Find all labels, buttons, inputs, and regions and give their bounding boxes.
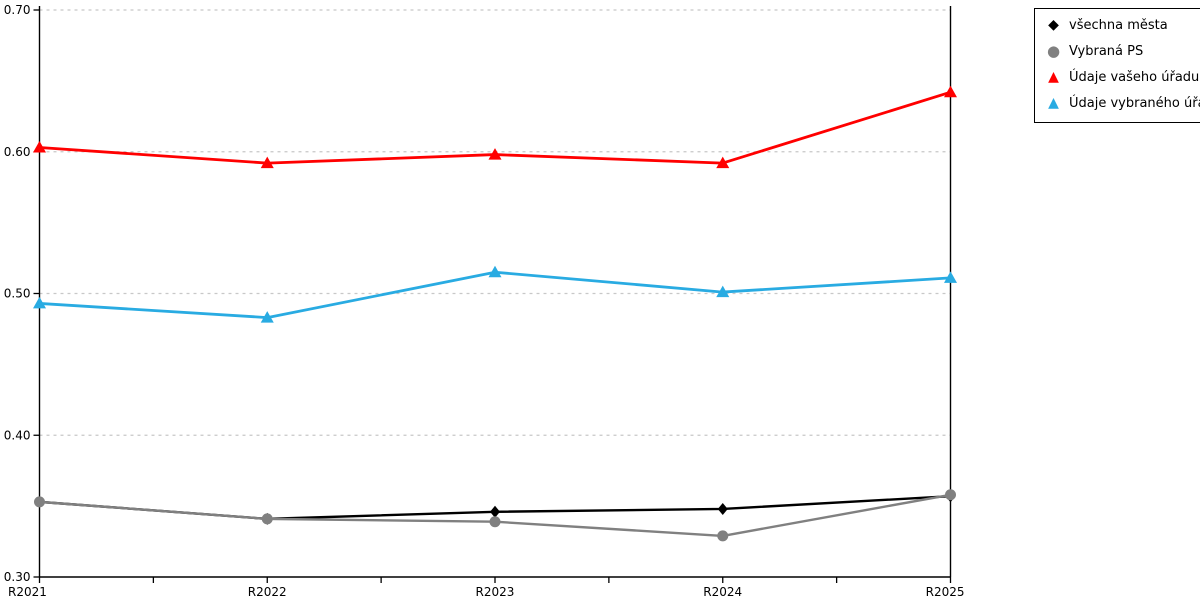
x-axis-tick-label: R2022: [248, 585, 287, 599]
y-axis-tick-label: 0.70: [4, 3, 31, 17]
x-axis-tick-label: R2024: [703, 585, 742, 599]
y-axis-tick-label: 0.50: [4, 287, 31, 301]
legend-item-label: Vybraná PS: [1069, 44, 1144, 59]
data-point-marker: [716, 156, 730, 169]
data-point-marker: [34, 496, 45, 508]
legend-item: ▲ Údaje vašeho úřadu: [1045, 69, 1200, 86]
data-point-marker: [261, 513, 273, 525]
circle-icon: ●: [1046, 42, 1061, 60]
y-axis-tick-label: 0.40: [4, 428, 31, 442]
series-line-3: [39, 270, 951, 319]
y-axis-tick-label: 0.30: [4, 570, 31, 584]
data-point-marker: [717, 530, 729, 542]
triangle-icon: ▲: [1048, 69, 1059, 85]
data-point-marker: [716, 285, 730, 298]
data-point-marker: [33, 140, 46, 153]
data-point-marker: [260, 311, 274, 323]
legend-item: ▲ Údaje vybraného úřadu: [1045, 95, 1200, 112]
legend-item-label: Údaje vybraného úřadu: [1069, 96, 1200, 111]
x-axis-tick-label: R2021: [8, 585, 47, 599]
legend-item-label: všechna města: [1069, 18, 1168, 33]
data-point-marker: [33, 296, 46, 309]
legend-item-label: Údaje vašeho úřadu: [1069, 70, 1200, 85]
data-point-marker: [489, 516, 501, 528]
data-point-marker: [717, 502, 728, 515]
data-point-marker: [488, 265, 502, 278]
chart-legend: ◆ všechna města ● Vybraná PS ▲ Údaje vašeho ú…: [1034, 8, 1200, 123]
data-point-marker: [944, 271, 957, 283]
legend-item: ◆ všechna města: [1045, 17, 1200, 34]
data-point-marker: [490, 505, 500, 518]
y-axis-tick-label: 0.60: [4, 145, 31, 159]
data-point-marker: [945, 489, 956, 501]
x-axis-tick-label: R2025: [926, 585, 965, 599]
data-point-marker: [488, 148, 502, 160]
triangle-icon: ▲: [1048, 95, 1059, 111]
line-chart: 0.30 0.40 0.50 0.60 0.70 R2021 R2022 R2023 R2024…: [4, 3, 965, 599]
data-point-marker: [944, 85, 957, 98]
chart-canvas: 0.30 0.40 0.50 0.60 0.70 R2021 R2022 R2023 R2024…: [4, 3, 965, 599]
legend-item: ● Vybraná PS: [1045, 42, 1200, 60]
data-point-marker: [260, 156, 274, 169]
x-axis-tick-label: R2023: [476, 585, 515, 599]
diamond-icon: ◆: [1048, 17, 1059, 33]
